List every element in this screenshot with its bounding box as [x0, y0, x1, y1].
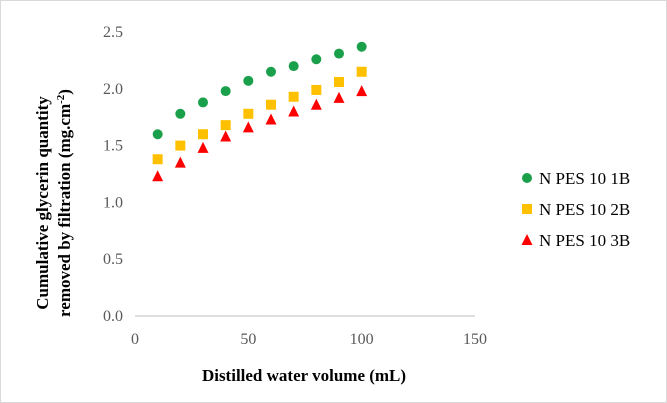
- data-point-series-1: [288, 61, 299, 72]
- legend-label-1: N PES 10 1B: [539, 169, 630, 188]
- data-point-series-1: [266, 66, 276, 77]
- data-point-series-2: [198, 129, 208, 140]
- data-point-series-3: [356, 85, 368, 97]
- data-point-series-2: [266, 99, 276, 110]
- data-point-series-3: [288, 105, 300, 117]
- data-point-series-2: [220, 120, 231, 131]
- data-point-series-3: [174, 156, 186, 168]
- x-tick-labels: 0 50 100 150: [131, 331, 487, 348]
- data-point-series-1: [198, 97, 208, 108]
- y-tick-label: 0.5: [103, 251, 123, 268]
- legend-marker-3: [521, 234, 533, 245]
- x-axis-title: Distilled water volume (mL): [202, 366, 406, 385]
- y-axis-title-end: ): [55, 89, 74, 95]
- legend-marker-1: [522, 173, 532, 183]
- y-tick-label: 2.5: [103, 24, 123, 41]
- data-point-series-2: [175, 140, 186, 151]
- y-axis-title-text: removed by filtration (mg.cm: [55, 104, 74, 317]
- data-point-series-3: [220, 130, 232, 142]
- x-tick-label: 100: [350, 331, 374, 348]
- y-tick-label: 0.0: [103, 308, 123, 325]
- data-point-series-1: [334, 48, 344, 59]
- data-point-series-1: [356, 41, 367, 52]
- data-point-series-2: [243, 108, 254, 119]
- y-tick-label: 1.0: [103, 194, 123, 211]
- data-point-series-3: [265, 113, 277, 125]
- data-point-series-1: [243, 75, 254, 86]
- x-tick-label: 150: [463, 331, 487, 348]
- data-point-series-1: [175, 108, 186, 119]
- data-point-series-1: [152, 129, 163, 140]
- y-tick-label: 2.0: [103, 81, 123, 98]
- data-point-series-3: [333, 91, 345, 103]
- legend-label-3: N PES 10 3B: [539, 231, 630, 250]
- data-point-series-2: [288, 91, 299, 102]
- data-point-series-2: [311, 84, 322, 95]
- y-axis-title-line-2: removed by filtration (mg.cm-2): [55, 89, 74, 317]
- data-point-series-1: [311, 54, 322, 65]
- y-axis-title-superscript: -2: [55, 94, 67, 104]
- y-axis-title-line-1: Cumulative glycerin quantity: [33, 96, 52, 310]
- data-point-series-2: [334, 76, 344, 87]
- y-tick-labels: 0.0 0.5 1.0 1.5 2.0 2.5: [103, 24, 123, 325]
- x-tick-label: 0: [131, 331, 139, 348]
- data-point-series-3: [152, 170, 164, 182]
- legend-marker-2: [522, 204, 532, 214]
- data-point-series-3: [197, 141, 209, 153]
- data-point-series-3: [242, 121, 254, 133]
- x-tick-label: 50: [240, 331, 256, 348]
- data-point-series-3: [310, 98, 322, 110]
- legend-label-2: N PES 10 2B: [539, 200, 630, 219]
- data-point-series-1: [220, 86, 231, 97]
- data-point-series-2: [152, 154, 163, 165]
- y-tick-label: 1.5: [103, 138, 123, 155]
- legend: N PES 10 1B N PES 10 2B N PES 10 3B: [521, 169, 630, 250]
- data-points: [152, 41, 368, 182]
- data-point-series-2: [356, 66, 367, 77]
